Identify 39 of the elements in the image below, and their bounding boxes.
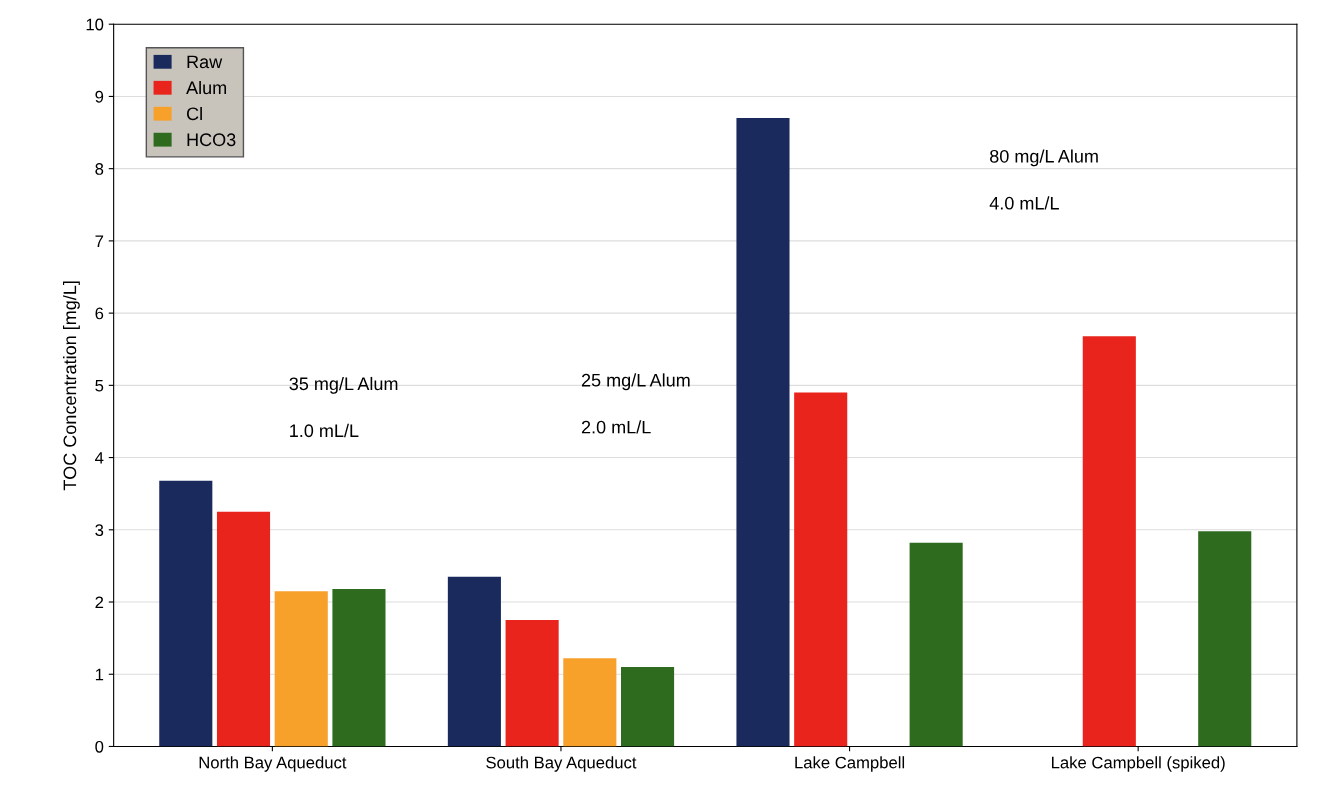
annotation: 35 mg/L Alum [289, 376, 398, 394]
annotation: 2.0 mL/L [581, 420, 651, 434]
legend-label: Raw [187, 55, 223, 69]
y-tick-label: 2 [95, 596, 104, 609]
annotation: 4.0 mL/L [989, 196, 1059, 210]
bar [1198, 531, 1252, 747]
y-tick-label: 7 [95, 235, 104, 247]
bar [563, 658, 617, 747]
bar [332, 589, 386, 747]
legend-label: Alum [186, 80, 227, 95]
x-tick-label: Lake Campbell [795, 756, 905, 772]
annotation: 80 mg/L Alum [990, 149, 1098, 167]
y-tick-label: 8 [95, 163, 104, 175]
y-tick-label: 0 [95, 740, 104, 753]
y-axis-title: TOC Concentration [mg/L] [63, 281, 80, 491]
x-tick-label: Lake Campbell (spiked) [1051, 756, 1225, 772]
bar [505, 620, 559, 747]
bar [274, 591, 328, 747]
y-tick-label: 1 [95, 668, 104, 681]
legend-label: HCO3 [187, 133, 236, 147]
bar [216, 511, 271, 747]
annotation: 1.0 mL/L [290, 423, 359, 438]
bar [447, 576, 501, 747]
bar [159, 480, 213, 747]
annotation: 25 mg/L Alum [581, 373, 690, 391]
y-tick-label: 6 [95, 307, 104, 320]
bar [794, 392, 848, 747]
bar [1082, 336, 1136, 747]
bar [909, 542, 963, 747]
y-tick-label: 10 [86, 18, 104, 31]
y-tick-label: 5 [95, 379, 104, 392]
y-tick-label: 9 [95, 90, 104, 103]
x-tick-label: North Bay Aqueduct [199, 756, 347, 772]
legend-label: Cl [186, 106, 202, 121]
bar [621, 667, 675, 747]
y-tick-label: 4 [95, 452, 104, 464]
x-tick-label: South Bay Aqueduct [486, 756, 637, 772]
bar [736, 118, 790, 747]
y-tick-label: 3 [95, 524, 104, 536]
